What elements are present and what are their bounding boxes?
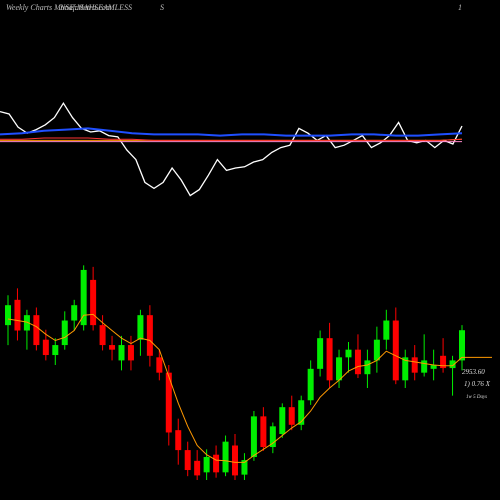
- candle-body: [421, 360, 428, 373]
- indicator-line: [0, 137, 463, 141]
- candle-body: [383, 320, 390, 340]
- candle-body: [109, 345, 116, 350]
- candle-body: [194, 460, 201, 476]
- header-symbol: NSE:MAHSEAMLESS: [59, 3, 132, 12]
- moving-average: [7, 313, 463, 463]
- change: 1) 0.76 X: [464, 380, 491, 388]
- candle-body: [137, 315, 144, 340]
- candle-body: [42, 339, 49, 356]
- candle-body: [279, 407, 286, 434]
- candle-body: [364, 360, 371, 375]
- candle-body: [260, 416, 267, 448]
- candle-body: [222, 441, 229, 473]
- candle-body: [269, 426, 276, 448]
- candle-body: [99, 325, 106, 346]
- candle-body: [232, 445, 238, 476]
- indicator-line: [0, 101, 463, 197]
- candle-body: [317, 338, 324, 369]
- candle-body: [203, 457, 210, 473]
- candle-body: [354, 349, 361, 375]
- header-right: 1: [458, 3, 462, 12]
- candle-body: [156, 357, 163, 373]
- candle-body: [345, 349, 352, 358]
- candle-body: [127, 345, 134, 361]
- candle-body: [175, 430, 182, 451]
- candle-body: [449, 360, 456, 369]
- candle-body: [250, 416, 257, 457]
- candle-body: [80, 269, 87, 326]
- candle-body: [213, 454, 220, 473]
- indicator-line: [0, 127, 463, 137]
- candle-body: [52, 345, 59, 356]
- candle-body: [23, 315, 30, 331]
- candle-body: [90, 279, 97, 326]
- candle-body: [411, 357, 418, 373]
- candle-body: [118, 345, 125, 361]
- candle-body: [307, 368, 314, 401]
- candle-body: [298, 400, 305, 425]
- candle-body: [402, 357, 409, 381]
- candle-body: [336, 357, 343, 381]
- candle-body: [326, 338, 333, 381]
- candle-body: [61, 320, 68, 346]
- candle-body: [430, 365, 437, 369]
- header-left: Weekly Charts MunafaSutra.com: [6, 3, 112, 12]
- candle-body: [14, 299, 21, 331]
- candle-body: [440, 355, 447, 369]
- candle-body: [241, 460, 248, 475]
- candle-body: [373, 339, 380, 361]
- last-price: 2953.60: [462, 368, 485, 376]
- candle-body: [392, 320, 399, 381]
- candle-body: [5, 305, 11, 326]
- candle-body: [71, 305, 78, 321]
- candle-body: [459, 330, 465, 361]
- period: 1w 5 Days: [466, 395, 487, 400]
- candle-body: [33, 315, 40, 346]
- candle-body: [288, 407, 295, 425]
- candle-body: [184, 450, 191, 471]
- candle-body: [146, 315, 153, 356]
- header-mid: S: [160, 3, 164, 12]
- candle-body: [165, 372, 172, 433]
